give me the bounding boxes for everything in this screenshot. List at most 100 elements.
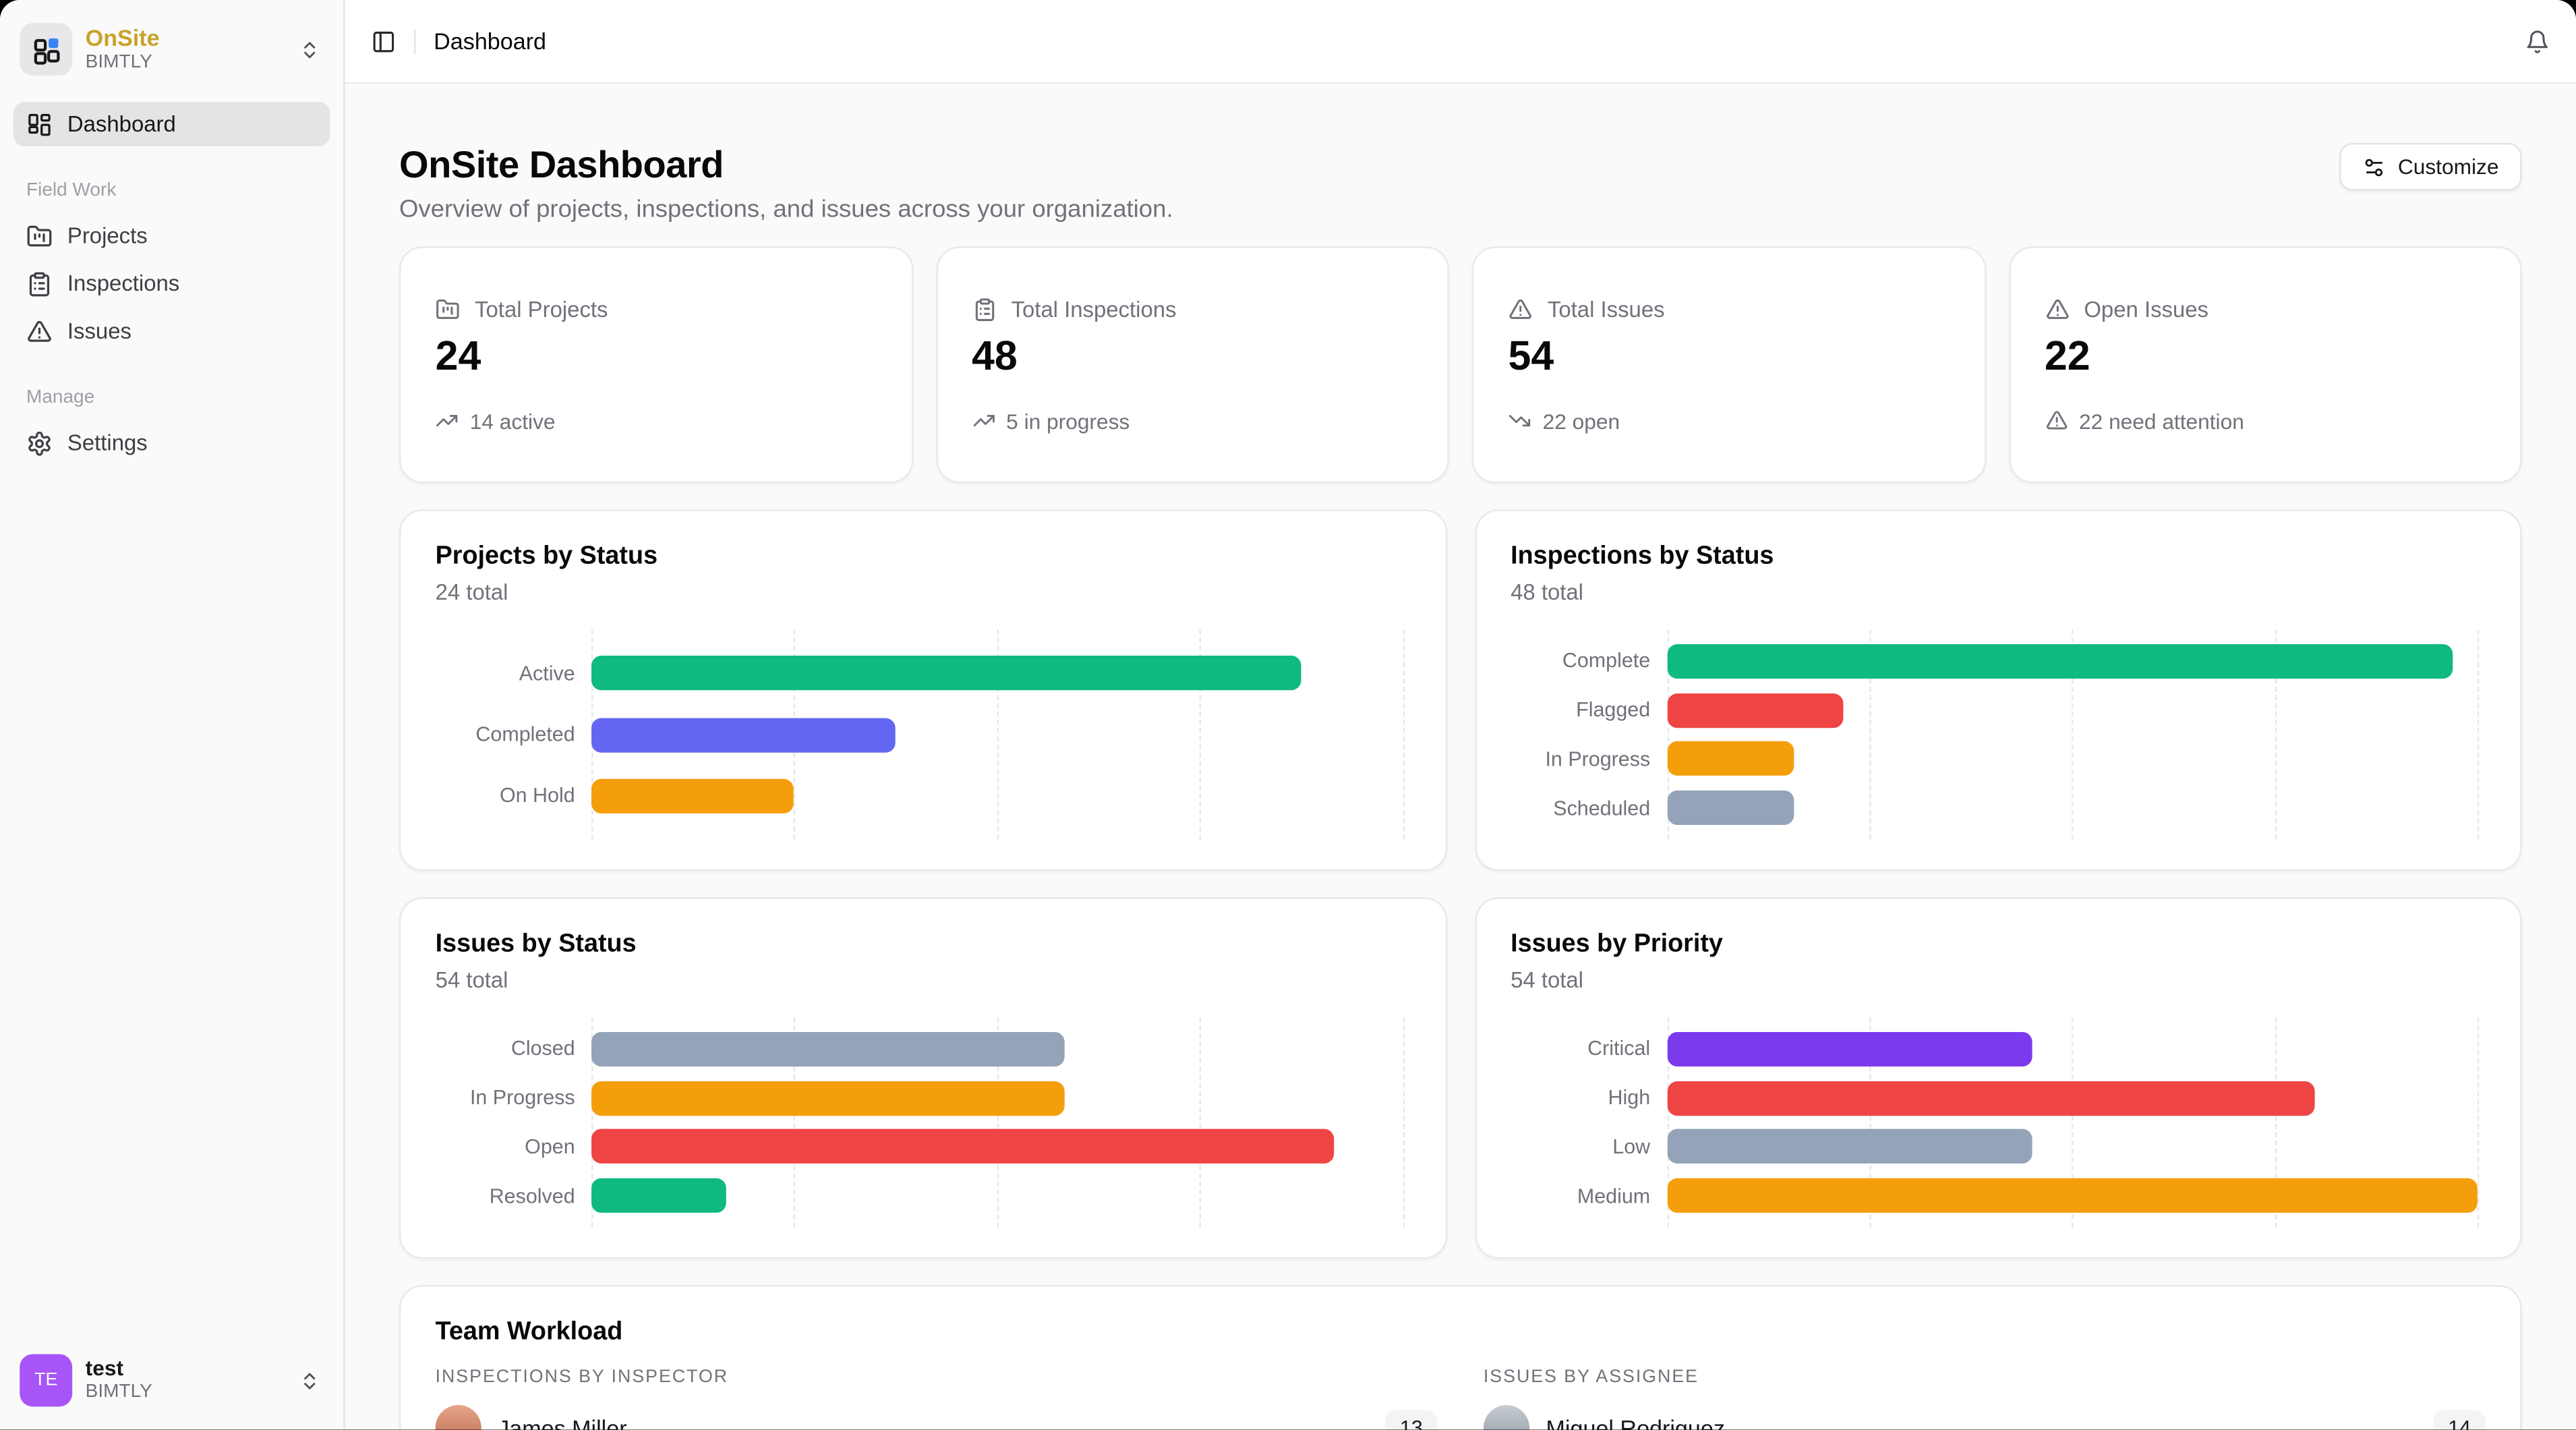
sidebar-item-label: Settings bbox=[67, 430, 148, 455]
gridline bbox=[1199, 1017, 1202, 1228]
notifications-bell-icon[interactable] bbox=[2525, 29, 2550, 54]
charts-row-2: Issues by Status 54 total Closed In Progres… bbox=[399, 897, 2522, 1259]
chart-card-issues-by-status: Issues by Status 54 total Closed In Progres… bbox=[399, 897, 1447, 1259]
customize-button[interactable]: Customize bbox=[2339, 142, 2522, 191]
chart-plot: Closed In Progress Open Resolved bbox=[436, 1017, 1411, 1228]
org-switcher[interactable]: OnSite BIMTLY bbox=[13, 13, 330, 85]
stat-value: 54 bbox=[1508, 333, 1554, 379]
sidebar-item-issues[interactable]: Issues bbox=[13, 309, 330, 353]
stat-value: 24 bbox=[435, 333, 481, 379]
chart-subtitle: 54 total bbox=[435, 967, 508, 993]
member-name: Miguel Rodriguez bbox=[1546, 1414, 1725, 1430]
stat-card-total-issues: Total Issues 54 22 open bbox=[1471, 246, 1986, 484]
clipboard-list-icon bbox=[26, 270, 53, 297]
gridline bbox=[1402, 1017, 1404, 1228]
bar-in-progress bbox=[1666, 741, 1794, 776]
chart-row-medium: Medium bbox=[1511, 1178, 2486, 1213]
gridline bbox=[2072, 629, 2074, 840]
sidebar-item-settings[interactable]: Settings bbox=[13, 421, 330, 465]
stat-label: Total Inspections bbox=[1011, 296, 1177, 322]
bar-high bbox=[1666, 1081, 2316, 1116]
category-label: In Progress bbox=[469, 1086, 575, 1110]
chart-row-critical: Critical bbox=[1511, 1031, 2486, 1066]
chart-title: Issues by Priority bbox=[1511, 930, 1723, 959]
page-title: OnSite Dashboard bbox=[399, 142, 724, 186]
triangle-alert-icon bbox=[1508, 297, 1533, 322]
sidebar-item-inspections[interactable]: Inspections bbox=[13, 261, 330, 306]
settings-icon bbox=[26, 430, 53, 456]
chart-plot: Active Completed On Hold bbox=[436, 629, 1411, 840]
sidebar-nav: Dashboard Field Work Projects Inspections Is… bbox=[13, 102, 330, 465]
category-label: Medium bbox=[1577, 1184, 1651, 1207]
category-label: Flagged bbox=[1576, 698, 1651, 722]
team-workload-card: Team Workload INSPECTIONS BY INSPECTOR Ja… bbox=[399, 1285, 2522, 1430]
trending-down-icon bbox=[1508, 409, 1531, 432]
stat-label: Total Issues bbox=[1547, 296, 1665, 322]
app-logo-icon bbox=[20, 23, 73, 76]
gridline bbox=[1666, 1017, 1668, 1228]
sidebar-item-projects[interactable]: Projects bbox=[13, 214, 330, 258]
sidebar-item-label: Dashboard bbox=[67, 111, 176, 137]
chart-row-completed: Completed bbox=[436, 717, 1411, 752]
gridline bbox=[1869, 629, 1871, 840]
bar-open bbox=[591, 1129, 1335, 1164]
gridline bbox=[2477, 1017, 2480, 1228]
charts-row-1: Projects by Status 24 total Active Complete… bbox=[399, 509, 2522, 871]
category-label: Completed bbox=[475, 722, 575, 747]
avatar bbox=[435, 1404, 481, 1430]
team-member-row: Miguel Rodriguez 14 bbox=[1483, 1404, 2486, 1430]
triangle-alert-icon bbox=[2045, 409, 2068, 432]
gridline bbox=[2072, 1017, 2074, 1228]
chart-card-projects-by-status: Projects by Status 24 total Active Complete… bbox=[399, 509, 1447, 871]
chart-row-high: High bbox=[1511, 1081, 2486, 1116]
chart-card-issues-by-priority: Issues by Priority 54 total Critical High Lo… bbox=[1474, 897, 2522, 1259]
bar-closed bbox=[591, 1031, 1065, 1066]
avatar bbox=[1483, 1404, 1530, 1430]
stat-label: Open Issues bbox=[2084, 296, 2209, 322]
chevrons-up-down-icon bbox=[299, 38, 320, 60]
team-column-issues-by-assignee: ISSUES BY ASSIGNEE Miguel Rodriguez 14 bbox=[1483, 1367, 2486, 1430]
sidebar-toggle-icon[interactable] bbox=[372, 29, 397, 54]
count-badge: 13 bbox=[1384, 1410, 1438, 1430]
top-header: Dashboard bbox=[345, 0, 2576, 84]
sidebar-item-dashboard[interactable]: Dashboard bbox=[13, 102, 330, 146]
chart-title: Inspections by Status bbox=[1511, 542, 1774, 571]
chart-row-open: Open bbox=[436, 1129, 1411, 1164]
chart-subtitle: 48 total bbox=[1511, 579, 1584, 605]
sidebar-item-label: Issues bbox=[67, 318, 131, 344]
bar-low bbox=[1666, 1129, 2032, 1164]
clipboard-list-icon bbox=[972, 297, 997, 322]
stat-card-total-inspections: Total Inspections 48 5 in progress bbox=[935, 246, 1449, 484]
chart-row-scheduled: Scheduled bbox=[1511, 791, 2486, 826]
gridline bbox=[2275, 629, 2277, 840]
category-label: In Progress bbox=[1545, 747, 1651, 771]
bar-complete bbox=[1666, 644, 2453, 679]
count-badge: 14 bbox=[2433, 1410, 2486, 1430]
chart-row-closed: Closed bbox=[436, 1031, 1411, 1066]
gridline bbox=[1666, 629, 1668, 840]
user-menu[interactable]: TE test BIMTLY bbox=[13, 1344, 330, 1417]
bar-on-hold bbox=[591, 778, 794, 813]
user-avatar: TE bbox=[20, 1354, 73, 1407]
triangle-alert-icon bbox=[26, 318, 53, 344]
stat-card-open-issues: Open Issues 22 22 need attention bbox=[2008, 246, 2522, 484]
bar-critical bbox=[1666, 1031, 2032, 1066]
category-label: Closed bbox=[510, 1037, 575, 1061]
category-label: Active bbox=[519, 662, 575, 685]
stats-grid: Total Projects 24 14 active Total Inspectio… bbox=[399, 246, 2522, 484]
page-subtitle: Overview of projects, inspections, and i… bbox=[399, 195, 1173, 224]
stat-label: Total Projects bbox=[475, 296, 608, 322]
category-label: Resolved bbox=[489, 1184, 575, 1207]
bar-resolved bbox=[591, 1178, 727, 1213]
stat-trend-text: 22 need attention bbox=[2079, 408, 2244, 433]
stat-trend-text: 5 in progress bbox=[1006, 408, 1130, 433]
sidebar-section-label: Field Work bbox=[26, 180, 117, 201]
chart-row-in-progress: In Progress bbox=[1511, 741, 2486, 776]
team-column-inspections-by-inspector: INSPECTIONS BY INSPECTOR James Miller 13 bbox=[435, 1367, 1438, 1430]
settings-sliders-icon bbox=[2362, 155, 2384, 178]
category-label: High bbox=[1608, 1086, 1651, 1110]
stat-value: 48 bbox=[972, 333, 1018, 379]
category-label: Scheduled bbox=[1553, 796, 1651, 820]
gridline bbox=[794, 1017, 796, 1228]
